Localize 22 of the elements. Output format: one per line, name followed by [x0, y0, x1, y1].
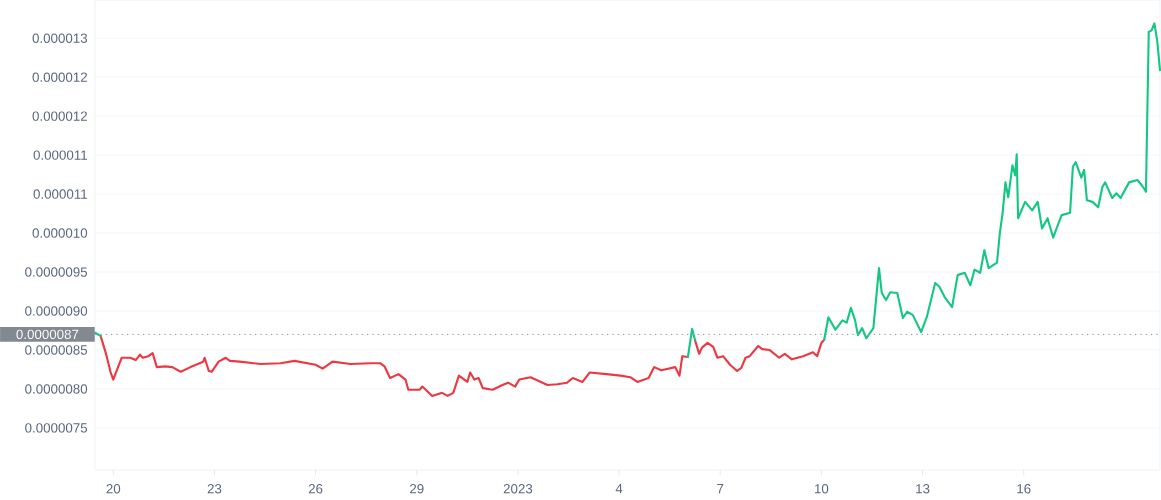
y-tick-label: 0.000011: [33, 189, 87, 199]
y-tick-label: 0.000012: [32, 72, 87, 82]
x-tick-label: 4: [615, 484, 623, 494]
x-tick-label: 20: [106, 484, 121, 494]
y-tick-label: 0.0000090: [25, 306, 88, 316]
x-tick-label: 23: [207, 484, 222, 494]
y-tick-label: 0.0000085: [25, 345, 88, 355]
y-tick-label: 0.000010: [32, 228, 88, 238]
y-tick-label: 0.0000080: [25, 384, 88, 394]
y-tick-label: 0.000012: [32, 111, 87, 121]
y-tick-label: 0.000013: [32, 33, 88, 43]
x-tick-label: 13: [916, 484, 930, 494]
y-tick-label: 0.000011: [33, 150, 87, 160]
ref-line-label: 0.0000087: [16, 329, 79, 340]
x-tick-label: 29: [410, 484, 424, 494]
x-tick-label: 10: [815, 484, 829, 494]
x-tick-label: 2023: [503, 484, 533, 494]
y-tick-label: 0.0000095: [25, 267, 88, 277]
x-tick-label: 7: [717, 484, 724, 494]
x-tick-label: 26: [308, 484, 323, 494]
y-tick-label: 0.0000075: [25, 423, 88, 433]
x-tick-label: 16: [1017, 484, 1031, 494]
